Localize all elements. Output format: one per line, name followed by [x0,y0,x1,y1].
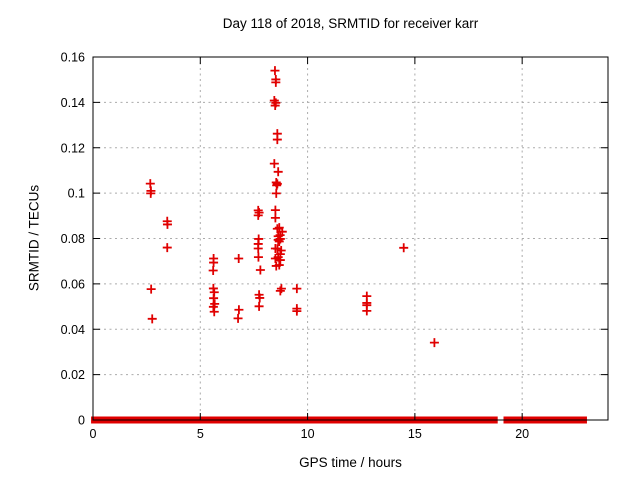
data-point-marker [255,293,265,303]
x-axis-label: GPS time / hours [299,455,402,470]
data-point-marker [146,188,156,198]
data-point-marker [271,77,281,87]
data-point-marker [271,261,281,271]
data-point-marker [272,135,282,145]
data-point-marker [271,188,281,198]
data-point-marker [270,213,280,223]
y-tick-label: 0.04 [61,323,85,337]
data-point-marker [162,219,172,229]
data-point-marker [209,258,219,268]
data-point-marker [270,205,280,215]
data-point-marker [269,159,279,169]
data-point-marker [399,243,409,253]
y-tick-label: 0 [78,414,85,428]
y-tick-label: 0.02 [61,368,85,382]
data-points [145,66,439,348]
x-tick-label: 15 [408,427,422,441]
x-tick-label: 10 [301,427,315,441]
data-point-marker [270,101,280,111]
data-point-marker [162,243,172,253]
gridlines [93,57,608,420]
data-point-marker [292,306,302,316]
data-point-marker [272,180,282,190]
data-point-marker [234,305,244,315]
data-point-marker [275,255,285,265]
data-point-marker [255,265,265,275]
y-tick-label: 0.08 [61,232,85,246]
data-point-marker [234,253,244,263]
data-point-marker [209,307,219,317]
data-point-marker [273,235,283,245]
data-point-marker [253,243,263,253]
data-point-marker [362,306,372,316]
data-point-marker [146,284,156,294]
y-tick-label: 0.14 [61,96,85,110]
x-tick-label: 20 [515,427,529,441]
data-point-marker [208,265,218,275]
y-tick-label: 0.06 [61,277,85,291]
data-point-marker [275,286,285,296]
data-point-marker [274,236,284,246]
y-tick-label: 0.12 [61,141,85,155]
chart-title: Day 118 of 2018, SRMTID for receiver kar… [222,16,479,31]
data-point-marker [273,167,283,177]
y-tick-label: 0.1 [68,187,85,201]
data-point-marker [292,284,302,294]
axes-border-and-ticks [92,56,609,421]
data-point-marker [147,314,157,324]
data-point-marker [429,338,439,348]
data-point-marker [209,293,219,303]
data-point-marker [233,313,243,323]
data-point-marker [254,301,264,311]
tick-labels: 0 0.02 0.04 0.06 0.08 0.1 0.12 0.14 0.16 0 5 10 15 20 [61,51,530,442]
x-tick-label: 5 [197,427,204,441]
x-tick-label: 0 [90,427,97,441]
data-point-marker [253,252,263,262]
y-tick-label: 0.16 [61,51,85,65]
data-point-marker [253,210,263,220]
data-point-marker [270,66,280,76]
